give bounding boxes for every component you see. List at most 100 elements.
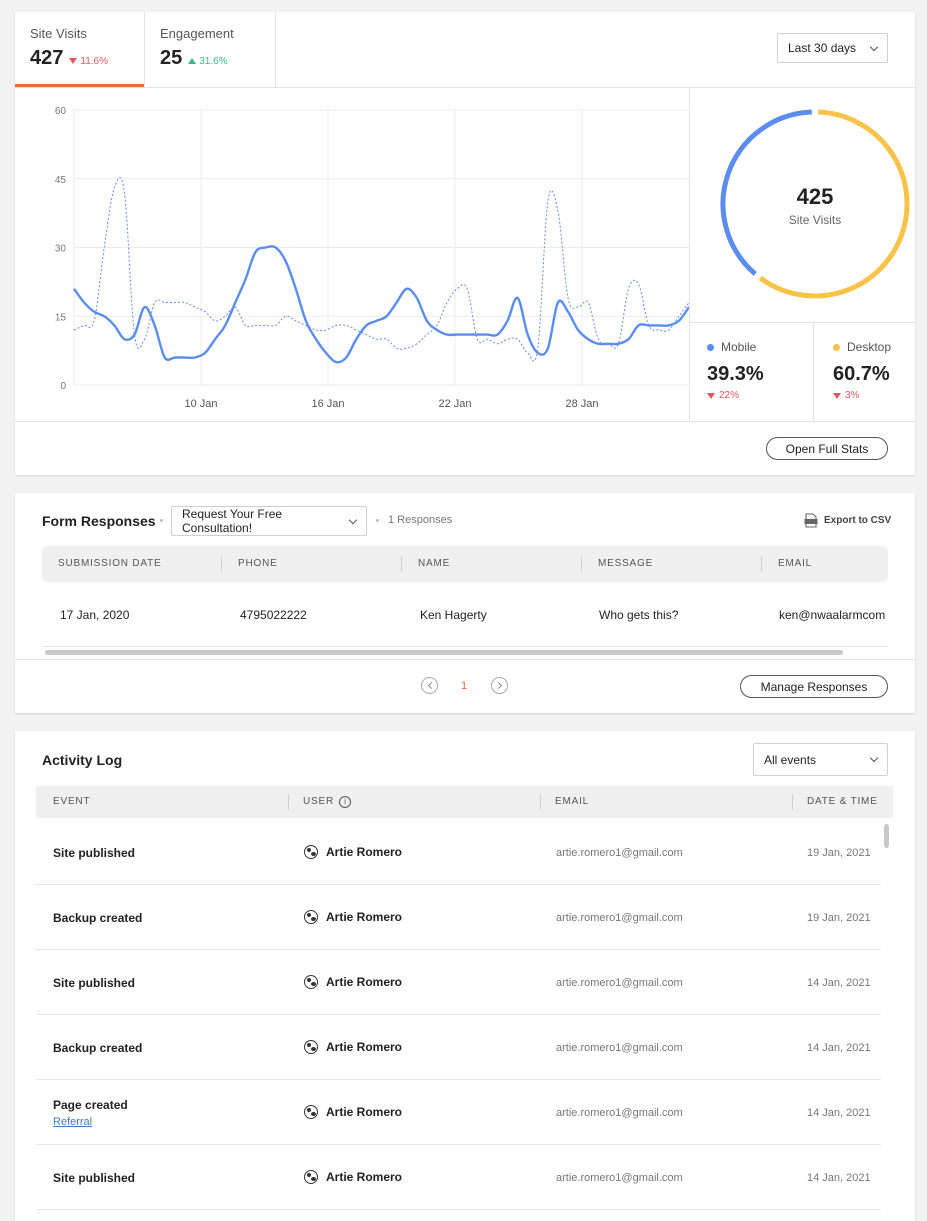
manage-responses-button[interactable]: Manage Responses	[740, 675, 888, 698]
column-divider	[761, 556, 762, 572]
section-title: Activity Log	[42, 752, 123, 768]
cell-email: artie.romero1@gmail.com	[556, 1041, 683, 1054]
tab-value: 25	[160, 47, 183, 69]
cell-event: Backup created	[53, 1040, 143, 1055]
activity-log-card: Activity Log All events EVENT USER i EMA…	[15, 731, 915, 1221]
info-icon[interactable]: i	[338, 796, 351, 808]
cell-user: Artie Romero	[304, 909, 403, 924]
column-header: EMAIL	[555, 796, 590, 807]
mobile-percent: 39.3%	[707, 363, 764, 385]
avatar-icon	[304, 1104, 318, 1119]
line-chart: 0 15 30 45 60 10 Jan 16 Jan 22 Jan 28 Jan	[55, 106, 689, 410]
donut-slice-desktop	[758, 109, 910, 299]
series-line-primary	[73, 245, 689, 364]
tab-label: Site Visits	[30, 26, 87, 41]
cell-event: Site published	[53, 1170, 136, 1185]
cell-name: Ken Hagerty	[420, 608, 487, 622]
event-filter-value: All events	[764, 752, 817, 767]
cell-date: 14 Jan, 2021	[807, 976, 871, 989]
table-row[interactable]: Backup created Artie Romero artie.romero1@…	[36, 1015, 881, 1080]
arrow-up-icon	[188, 58, 197, 64]
horizontal-scrollbar[interactable]	[45, 650, 843, 655]
date-range-select[interactable]: Last 30 days	[777, 33, 888, 63]
user-name: Artie Romero	[326, 1169, 403, 1184]
cell-user: Artie Romero	[304, 844, 402, 859]
tab-label: Engagement	[160, 26, 234, 41]
cell-email: artie.romero1@gmail.com	[556, 846, 683, 859]
divider	[15, 659, 915, 660]
chevron-right-icon	[494, 681, 503, 690]
user-name: Artie Romero	[326, 1104, 403, 1119]
table-row[interactable]: Site published Artie Romero artie.romero1@…	[36, 1145, 881, 1210]
current-page[interactable]: 1	[461, 680, 468, 692]
form-select[interactable]: Request Your Free Consultation!	[171, 506, 367, 536]
arrow-down-icon	[69, 58, 78, 64]
table-row[interactable]: Site published Artie Romero artie.romero1@…	[36, 820, 881, 885]
avatar-icon	[304, 844, 318, 859]
user-name: Artie Romero	[326, 974, 403, 989]
cell-date: 14 Jan, 2021	[807, 1041, 871, 1054]
donut-slice-mobile	[720, 109, 812, 276]
table-row[interactable]: Page created Referral Artie Romero artie.ro…	[36, 1080, 881, 1145]
active-tab-indicator	[15, 84, 144, 88]
response-count: 1 Responses	[388, 514, 453, 526]
tab-site-visits[interactable]: Site Visits 427 11.6%	[15, 12, 145, 88]
desktop-label: Desktop	[847, 340, 892, 354]
column-divider	[221, 556, 222, 572]
divider	[42, 646, 888, 647]
y-tick-label: 30	[55, 244, 67, 255]
table-row[interactable]: Site published Artie Romero artie.romero1@…	[36, 950, 881, 1015]
tab-value: 427	[30, 47, 64, 69]
next-page-button[interactable]	[491, 677, 508, 694]
section-title: Form Responses	[42, 513, 156, 529]
cell-user: Artie Romero	[304, 1104, 403, 1119]
mobile-stat: Mobile 39.3% 22%	[707, 340, 764, 401]
export-label: Export to CSV	[824, 515, 892, 526]
cell-email: ken@nwaalarmcom	[779, 608, 886, 622]
cell-date: 19 Jan, 2021	[807, 846, 871, 859]
y-tick-label: 15	[55, 312, 67, 323]
tab-engagement[interactable]: Engagement 25 31.6%	[145, 12, 276, 88]
stats-card: Site Visits 427 11.6% Engagement 25 31.6…	[15, 12, 915, 475]
cell-event: Backup created	[53, 910, 143, 925]
event-filter-select[interactable]: All events	[753, 743, 888, 776]
divider	[15, 87, 915, 88]
column-divider	[540, 794, 541, 810]
chevron-down-icon	[869, 753, 879, 763]
divider	[690, 322, 915, 323]
cell-user: Artie Romero	[304, 974, 403, 989]
open-full-stats-button[interactable]: Open Full Stats	[766, 437, 888, 460]
export-csv-link[interactable]: Export to CSV	[804, 513, 891, 528]
divider	[813, 322, 814, 421]
cell-user: Artie Romero	[304, 1039, 403, 1054]
user-name: Artie Romero	[326, 909, 403, 924]
series-line-secondary	[73, 177, 689, 362]
chevron-down-icon	[869, 42, 879, 51]
table-row[interactable]: Backup created Artie Romero artie.romero1@…	[36, 885, 881, 950]
avatar-icon	[304, 909, 318, 924]
separator-dot	[376, 519, 379, 522]
tab-change: 11.6%	[69, 56, 108, 67]
x-tick-label: 16 Jan	[311, 398, 344, 410]
desktop-stat: Desktop 60.7% 3%	[833, 340, 891, 401]
cell-phone: 4795022222	[240, 608, 307, 622]
date-range-value: Last 30 days	[788, 41, 857, 55]
cell-email: artie.romero1@gmail.com	[556, 1171, 683, 1184]
column-header: EMAIL	[778, 558, 813, 569]
tab-change: 31.6%	[188, 56, 228, 67]
prev-page-button[interactable]	[421, 677, 438, 694]
y-tick-label: 45	[55, 175, 67, 186]
mobile-label: Mobile	[721, 340, 757, 354]
x-tick-label: 10 Jan	[184, 398, 217, 410]
column-divider	[401, 556, 402, 572]
vertical-scrollbar[interactable]	[884, 824, 889, 848]
column-header-user: USER i	[303, 786, 351, 818]
event-link[interactable]: Referral	[53, 1115, 93, 1128]
cell-email: artie.romero1@gmail.com	[556, 1106, 683, 1119]
arrow-down-icon	[707, 392, 715, 399]
desktop-change: 3%	[845, 390, 860, 401]
table-row[interactable]: 17 Jan, 2020 4795022222 Ken Hagerty Who …	[42, 588, 888, 643]
cell-date: 14 Jan, 2021	[807, 1171, 871, 1184]
x-tick-label: 28 Jan	[565, 398, 598, 410]
user-name: Artie Romero	[326, 1039, 403, 1054]
